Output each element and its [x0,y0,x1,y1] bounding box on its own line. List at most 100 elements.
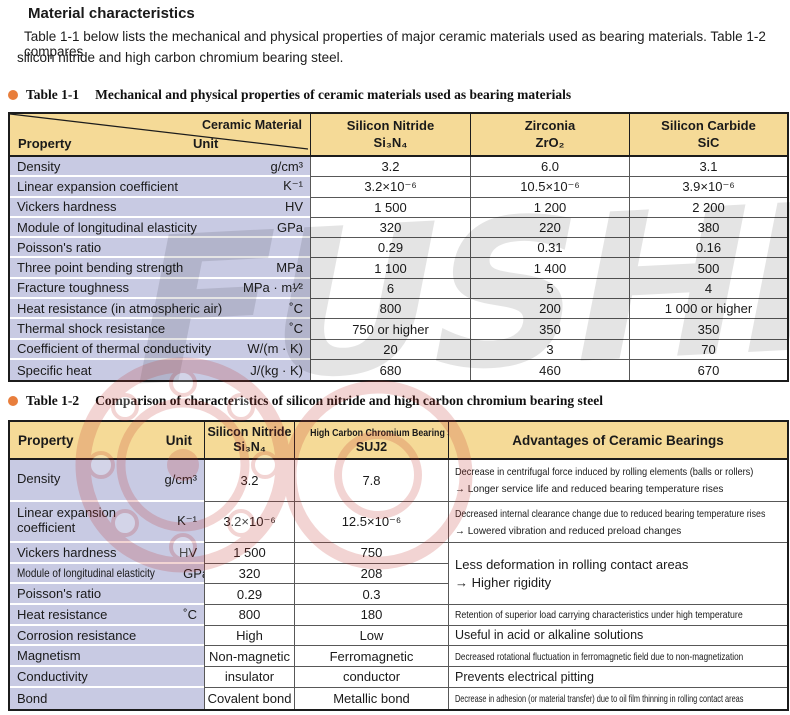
advantage-cell: Decreased rotational fluctuation in ferr… [448,646,787,668]
unit-label: MPa · m¹⁄² [243,280,303,296]
orange-bullet-icon [8,396,18,406]
value-cell: 5 [470,278,629,300]
value-cell: 0.16 [629,238,787,259]
table-row: Vickers hardness HV 1 500 750 Less deform… [10,543,787,606]
col-formula: SiC [697,134,720,150]
value-cell: 3.2×10⁻⁶ [310,177,470,198]
value-cell: 1 500 [310,197,470,218]
advantage-cell: Useful in acid or alkaline solutions [448,625,787,647]
property-label: Module of longitudinal elasticity [17,566,155,581]
property-label: Fracture toughness [17,280,130,296]
table-row: Specific heat J/(kg · K) 680 460 670 [10,359,787,381]
header-property-label: Property [18,432,74,448]
advantage-line: Less deformation in rolling contact area… [455,556,689,572]
page-title: Material characteristics [28,5,195,22]
property-label: Poisson's ratio [17,586,102,602]
table2-col-bearing-steel: High Carbon Chromium Bearing Steel SUJ2 [294,422,448,460]
property-cell: Specific heat J/(kg · K) [10,359,310,381]
table-row: Fracture toughness MPa · m¹⁄² 6 5 4 [10,278,787,300]
table-1-2: Property Unit Silicon Nitride Si₃N₄ High … [8,420,789,711]
property-cell: Coefficient of thermal conductivity W/(m … [10,339,310,360]
property-cell: Fracture toughness MPa · m¹⁄² [10,278,310,300]
property-cell: Vickers hardness HV [10,543,204,564]
value-cell: 1 200 [470,197,629,218]
value-cell: 20 [310,339,470,360]
table-row: Corrosion resistance High Low Useful in … [10,625,787,647]
property-cell: Poisson's ratio [10,584,204,606]
value-cell: 7.8 [294,460,448,502]
value-cell: 0.29 [310,238,470,259]
table-row: Poisson's ratio 0.29 0.31 0.16 [10,238,787,259]
table1-corner-header: Ceramic Material Property Unit [10,114,310,157]
property-cell: Conductivity [10,667,204,688]
advantage-line: Useful in acid or alkaline solutions [455,628,644,643]
value-cell: Ferromagnetic [294,646,448,668]
property-cell: Heat resistance ˚C [10,605,204,626]
property-label: Vickers hardness [17,199,117,215]
table-row: Module of longitudinal elasticity GPa 320… [10,563,787,585]
advantage-line: Decrease in adhesion (or material transf… [455,692,744,705]
property-label: Density [17,471,61,487]
property-label: Linear expansion coefficient [17,505,117,536]
value-cell: 680 [310,359,470,381]
unit-label: MPa [276,260,303,276]
value-cell: 1 400 [470,258,629,279]
property-cell: Heat resistance (in atmospheric air) ˚C [10,299,310,320]
table-row: Linear expansion coefficient K⁻¹ 3.2×10⁻⁶… [10,501,787,543]
advantage-line: Retention of superior load carrying char… [455,609,743,622]
value-cell: 1 100 [310,258,470,279]
advantage-line: → Higher rigidity [455,574,552,590]
property-label: Linear expansion coefficient [17,178,178,194]
value-cell: 800 [204,605,294,626]
unit-label: W/(m · K) [247,341,303,357]
value-cell: 70 [629,339,787,360]
value-cell: 220 [470,217,629,239]
property-label: Poisson's ratio [17,239,102,255]
unit-label: ˚C [183,606,197,622]
table-row: Linear expansion coefficient K⁻¹ 3.2×10⁻⁶… [10,177,787,198]
unit-label: ˚C [289,300,303,316]
diagonal-divider-line [10,114,308,150]
value-cell: 10.5×10⁻⁶ [470,177,629,198]
advantage-cell: Decrease in centrifugal force induced by… [448,460,787,502]
value-cell: 380 [629,217,787,239]
value-cell: 670 [629,359,787,381]
corner-label-property: Property [18,136,72,151]
value-cell: 3.9×10⁻⁶ [629,177,787,198]
header-unit-label: Unit [165,432,192,448]
value-cell: Non-magnetic [204,646,294,668]
value-cell: 1 500 [204,543,294,564]
property-label: Conductivity [17,668,88,684]
unit-label: K⁻¹ [283,178,303,194]
value-cell: 2 200 [629,197,787,218]
table1-header-row: Ceramic Material Property Unit Silicon N… [10,114,787,157]
value-cell: 500 [629,258,787,279]
value-cell: 208 [294,563,448,585]
table-row: Conductivity insulator conductor Prevent… [10,667,787,688]
advantage-line: Decreased internal clearance change due … [455,507,766,520]
corner-label-material: Ceramic Material [201,118,302,132]
value-cell: 460 [470,359,629,381]
value-cell: 320 [310,217,470,239]
property-cell: Corrosion resistance [10,625,204,647]
table2-property-unit-header: Property Unit [10,422,204,460]
advantage-line: Decrease in centrifugal force induced by… [455,466,754,479]
property-cell: Magnetism [10,646,204,668]
table1-caption-text: Mechanical and physical properties of ce… [95,87,572,102]
property-label: Thermal shock resistance [17,321,166,337]
property-label: Vickers hardness [17,544,117,560]
property-cell: Vickers hardness HV [10,197,310,218]
value-cell: 3.2 [310,157,470,178]
table-row: Heat resistance ˚C 800 180 Retention of s… [10,605,787,626]
value-cell: 350 [470,319,629,340]
value-cell: 0.3 [294,584,448,606]
col-formula: SUJ2 [355,440,388,454]
advantages-header-label: Advantages of Ceramic Bearings [512,432,724,448]
property-cell: Module of longitudinal elasticity GPa [10,217,310,239]
value-cell: 180 [294,605,448,626]
property-cell: Bond [10,687,204,709]
advantage-line: → Longer service life and reduced bearin… [455,483,724,496]
corner-label-unit: Unit [193,136,219,151]
value-cell: 3.1 [629,157,787,178]
property-cell: Linear expansion coefficient K⁻¹ [10,177,310,198]
